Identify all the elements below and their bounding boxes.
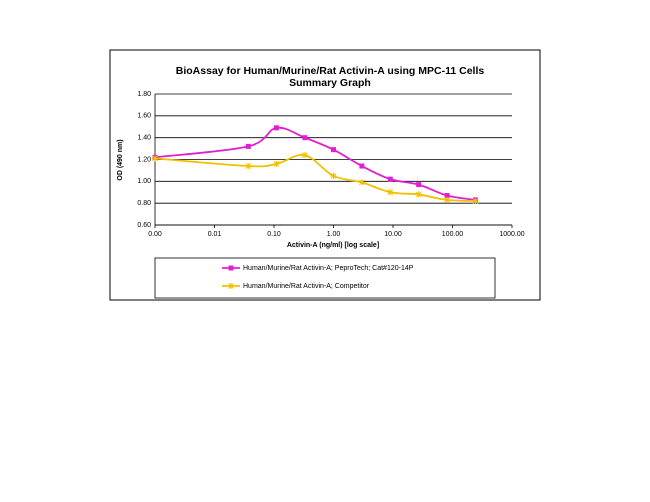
y-axis-label: OD (490 nm) bbox=[117, 139, 124, 180]
x-tick-label: 1.00 bbox=[327, 231, 341, 238]
data-point bbox=[359, 163, 365, 169]
x-tick-label: 0.01 bbox=[208, 231, 222, 238]
chart-subtitle: Summary Graph bbox=[289, 77, 371, 89]
y-tick-label: 1.20 bbox=[137, 156, 151, 163]
data-point bbox=[415, 191, 422, 198]
legend-box bbox=[154, 257, 496, 299]
y-tick-label: 1.80 bbox=[137, 91, 151, 98]
data-point bbox=[302, 135, 308, 141]
y-tick-label: 1.40 bbox=[137, 135, 151, 142]
y-tick-label: 1.00 bbox=[137, 178, 151, 185]
y-tick-label: 1.60 bbox=[137, 113, 151, 120]
chart-title: BioAssay for Human/Murine/Rat Activin-A … bbox=[176, 65, 485, 77]
legend-marker bbox=[228, 283, 234, 289]
data-point bbox=[472, 197, 479, 204]
data-point bbox=[387, 176, 393, 182]
series-line bbox=[154, 153, 476, 202]
legend-label: Human/Murine/Rat Activin-A; PeproTech; C… bbox=[243, 265, 414, 272]
data-point bbox=[358, 179, 365, 186]
series-line bbox=[154, 126, 476, 201]
data-point bbox=[331, 147, 336, 153]
x-tick-label: 0.10 bbox=[267, 231, 281, 238]
data-point bbox=[152, 155, 158, 162]
data-point bbox=[444, 193, 450, 199]
legend-label: Human/Murine/Rat Activin-A; Competitor bbox=[243, 283, 370, 290]
data-point bbox=[444, 196, 451, 203]
x-tick-label: 10.00 bbox=[384, 231, 402, 238]
x-tick-label: 100.00 bbox=[442, 231, 464, 238]
data-point bbox=[273, 160, 280, 167]
x-tick-label: 0.00 bbox=[148, 231, 162, 238]
data-point bbox=[387, 189, 394, 196]
data-point bbox=[416, 182, 422, 188]
data-point bbox=[301, 152, 308, 159]
y-tick-label: 0.80 bbox=[137, 200, 151, 207]
x-tick-label: 1000.00 bbox=[499, 231, 524, 238]
data-point bbox=[330, 172, 337, 179]
data-point bbox=[245, 143, 251, 149]
legend-marker bbox=[228, 265, 234, 271]
data-point bbox=[273, 125, 279, 131]
data-point bbox=[245, 163, 252, 170]
y-tick-label: 0.60 bbox=[137, 222, 151, 229]
x-axis-label: Activin-A (ng/ml) [log scale] bbox=[287, 242, 379, 249]
